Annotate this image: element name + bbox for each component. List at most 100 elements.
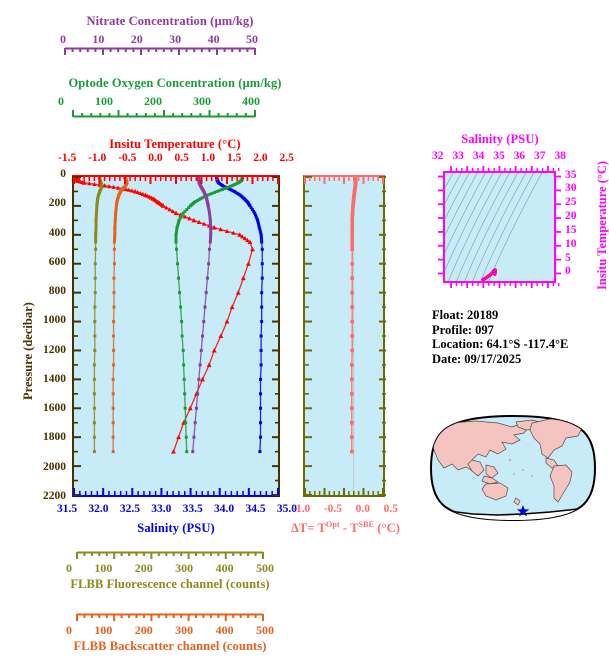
fluorescence-tick: 0	[66, 561, 72, 575]
temperature-tick: 1.0	[200, 152, 216, 164]
pressure-tick: 400	[48, 226, 66, 239]
temperature-tick: -1.0	[88, 152, 107, 164]
salinity-tick: 32.0	[88, 503, 109, 515]
fluorescence-tick: 500	[255, 561, 274, 575]
backscatter-axis-title: FLBB Backscatter channel (counts)	[73, 639, 267, 653]
nitrate-tick: 30	[169, 32, 182, 46]
delta-t-tick: 0.5	[383, 503, 398, 515]
oxygen-tick-labels: 0 100 200 300 400	[58, 94, 260, 109]
temperature-tick: 2.0	[253, 152, 268, 164]
meta-profile-line: Profile: 097	[432, 322, 494, 337]
nitrate-axis-ruler	[64, 47, 256, 56]
delta-t-plot-ticks	[304, 176, 386, 496]
fluorescence-axis-title: FLBB Fluorescence channel (counts)	[70, 577, 270, 591]
pressure-tick: 0	[60, 168, 66, 180]
pressure-tick: 1600	[43, 402, 66, 415]
float-position-marker	[516, 505, 530, 517]
temperature-axis-title: Insitu Temperature (°C)	[109, 137, 241, 151]
salinity-tick: 34.0	[214, 503, 235, 515]
pressure-tick: 2000	[43, 460, 66, 473]
fluorescence-tick: 200	[134, 561, 153, 575]
ts-temperature-tick: 15	[565, 223, 577, 236]
ts-temperature-tick: 35	[565, 168, 577, 181]
nitrate-tick: 50	[245, 32, 258, 46]
ts-diagram-contours	[445, 173, 543, 281]
nitrate-tick: 0	[60, 32, 66, 46]
backscatter-tick: 100	[94, 623, 113, 637]
map-landmasses	[431, 418, 595, 520]
fluorescence-tick: 300	[175, 561, 194, 575]
pressure-tick: 600	[48, 255, 66, 268]
meta-location-line: Location: 64.1°S -117.4°E	[432, 337, 569, 351]
ts-salinity-tick: 32	[432, 150, 444, 162]
fluorescence-tick: 100	[94, 561, 113, 575]
delta-t-plot	[303, 175, 385, 497]
float-metadata: Float: 20189 Profile: 097 Location: 64.1…	[432, 308, 568, 366]
temperature-tick: -0.5	[118, 152, 137, 164]
pressure-tick: 1800	[43, 431, 66, 444]
ts-temperature-tick: 5	[565, 251, 571, 264]
ts-temperature-tick: 10	[565, 237, 577, 250]
delta-t-tick: 0.0	[355, 503, 370, 515]
meta-float-line: Float: 20189	[432, 308, 499, 322]
backscatter-tick: 200	[134, 623, 153, 637]
ts-temperature-tick: 30	[565, 182, 577, 195]
salinity-tick: 31.5	[57, 503, 78, 515]
fluorescence-tick-labels: 0 100 200 300 400 500	[66, 561, 274, 576]
main-profile-curves	[74, 177, 264, 454]
backscatter-axis-ruler	[76, 613, 264, 622]
fluorescence-axis-ruler	[76, 551, 264, 560]
ts-diagram-plot	[443, 171, 556, 283]
oxygen-tick: 400	[242, 94, 260, 108]
salinity-tick: 33.0	[151, 503, 172, 515]
pressure-tick: 2200	[43, 490, 66, 502]
oxygen-tick: 200	[144, 94, 162, 108]
temperature-tick: 0.0	[148, 152, 163, 164]
backscatter-tick: 300	[175, 623, 194, 637]
temperature-tick: 2.5	[279, 152, 294, 164]
world-map	[428, 410, 598, 526]
salinity-tick: 35.0	[276, 503, 297, 515]
pressure-tick: 1200	[43, 343, 66, 356]
main-plot-ticks	[73, 176, 279, 496]
backscatter-tick-labels: 0 100 200 300 400 500	[66, 623, 274, 638]
temperature-tick: 0.5	[174, 152, 189, 164]
ts-temperature-axis-title: Insitu Temperature (°C)	[595, 160, 609, 290]
delta-t-axis-title: ΔT= TOpt - TSBE (°C)	[290, 520, 401, 536]
salinity-tick: 34.5	[245, 503, 266, 515]
ts-temperature-tick: 0	[565, 265, 571, 278]
nitrate-tick: 40	[207, 32, 220, 46]
temperature-tick: -1.5	[58, 152, 77, 164]
ts-temperature-tick: 25	[565, 196, 577, 209]
temperature-tick: 1.5	[227, 152, 242, 164]
ts-salinity-tick: 33	[452, 150, 464, 162]
nitrate-tick-labels: 0 10 20 30 40 50	[60, 32, 258, 47]
nitrate-axis-title: Nitrate Concentration (µm/kg)	[86, 14, 254, 28]
oxygen-axis-title: Optode Oxygen Concentration (µm/kg)	[68, 76, 282, 90]
world-map-svg	[429, 414, 597, 522]
pressure-tick: 1000	[43, 314, 66, 327]
ts-salinity-tick: 35	[493, 150, 505, 162]
oxygen-tick: 100	[95, 94, 113, 108]
backscatter-tick: 0	[66, 623, 72, 637]
nitrate-tick: 10	[92, 32, 105, 46]
delta-t-tick-labels: -1.0 -0.5 0.0 0.5	[292, 503, 398, 515]
salinity-tick: 33.5	[182, 503, 203, 515]
main-profile-plot	[72, 175, 280, 497]
delta-t-tick: -1.0	[292, 503, 311, 515]
ts-plot-ticks	[438, 166, 561, 288]
ts-salinity-tick: 36	[513, 150, 526, 162]
salinity-axis-title: Salinity (PSU)	[137, 521, 215, 535]
nitrate-tick: 20	[130, 32, 143, 46]
salinity-tick-labels: 31.5 32.0 32.5 33.0 33.5 34.0 34.5 35.0	[57, 503, 297, 515]
ts-salinity-axis-title: Salinity (PSU)	[461, 132, 539, 146]
ts-temperature-tick: 20	[565, 210, 577, 223]
ts-salinity-tick: 37	[534, 150, 546, 162]
ts-salinity-tick: 34	[472, 150, 485, 162]
backscatter-tick: 500	[255, 623, 274, 637]
ts-salinity-tick-labels: 32 33 34 35 36 37 38	[432, 150, 566, 162]
temperature-tick-labels: -1.5 -1.0 -0.5 0.0 0.5 1.0 1.5 2.0 2.5	[58, 152, 294, 164]
fluorescence-tick: 400	[215, 561, 234, 575]
delta-t-tick: -0.5	[323, 503, 343, 515]
